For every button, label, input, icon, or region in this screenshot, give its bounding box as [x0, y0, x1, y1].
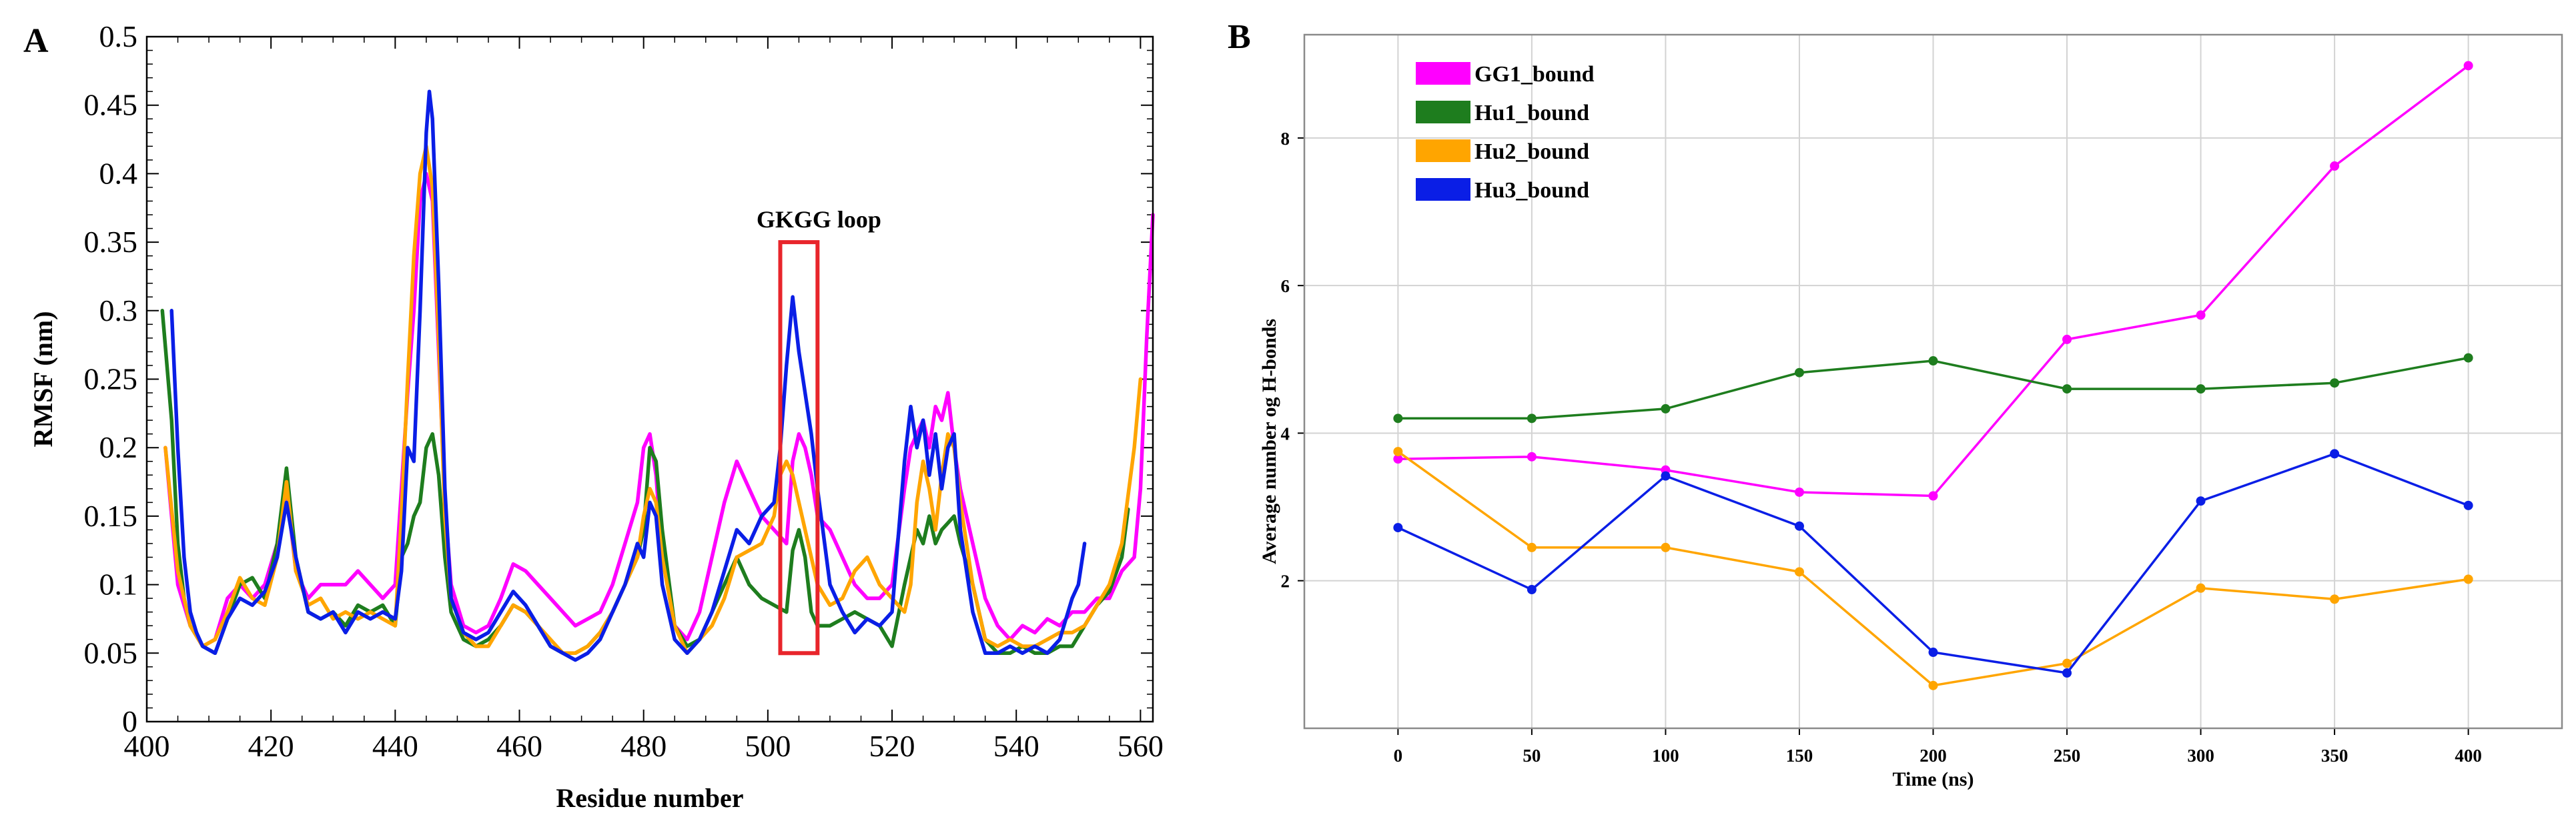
- series-line-hu3-bound: [169, 89, 1087, 662]
- y-tick-label: 0.1: [99, 568, 138, 602]
- data-point-hu1-bound: [1393, 413, 1403, 424]
- y-tick-label: 0.05: [84, 636, 138, 670]
- x-axis-title-a: Residue number: [556, 783, 743, 813]
- x-tick-label: 500: [745, 729, 791, 763]
- x-tick-label: 520: [869, 729, 915, 763]
- data-point-hu1-bound: [2330, 378, 2340, 388]
- data-point-hu1-bound: [2196, 384, 2206, 394]
- legend-swatch-hu2-bound: [1416, 139, 1470, 162]
- y-tick-label-b: 8: [1281, 129, 1290, 149]
- y-tick-label: 0.45: [84, 88, 138, 122]
- x-tick-label: 460: [496, 729, 542, 763]
- x-tick-label-b: 100: [1652, 746, 1679, 766]
- data-point-hu1-bound: [1527, 413, 1537, 424]
- legend-label-gg1-bound: GG1_bound: [1474, 62, 1595, 87]
- data-point-hu3-bound: [1527, 585, 1537, 594]
- y-tick-label: 0.5: [99, 19, 138, 53]
- data-point-hu1-bound: [1794, 367, 1804, 377]
- data-point-hu3-bound: [1661, 471, 1671, 481]
- legend-label-hu2-bound: Hu2_bound: [1474, 139, 1589, 164]
- y-axis-title-b: Average number og H-bonds: [1258, 319, 1280, 564]
- gkgg-loop-box: [778, 240, 820, 656]
- panel-letter-b: B: [1228, 18, 1251, 56]
- data-point-hu2-bound: [2330, 594, 2340, 604]
- y-tick-label: 0.3: [99, 293, 138, 327]
- data-point-hu2-bound: [1928, 680, 1938, 690]
- data-point-gg1-bound: [1527, 452, 1537, 462]
- data-point-hu2-bound: [1393, 447, 1403, 457]
- data-point-hu3-bound: [1928, 648, 1938, 658]
- x-tick-label: 540: [993, 729, 1039, 763]
- x-tick-label-b: 350: [2321, 746, 2348, 766]
- data-point-gg1-bound: [1794, 487, 1804, 497]
- x-tick-label: 440: [372, 729, 418, 763]
- y-tick-label-b: 6: [1281, 276, 1290, 296]
- y-tick-label: 0.25: [84, 362, 138, 396]
- data-point-gg1-bound: [2196, 310, 2206, 320]
- x-tick-label-b: 150: [1786, 746, 1813, 766]
- data-point-hu2-bound: [2196, 583, 2206, 593]
- legend-label-hu1-bound: Hu1_bound: [1474, 101, 1589, 125]
- x-tick-label-b: 200: [1919, 746, 1947, 766]
- plot-frame-a: [145, 35, 1154, 723]
- data-point-hu3-bound: [1393, 523, 1403, 533]
- legend-label-hu3-bound: Hu3_bound: [1474, 178, 1589, 203]
- x-tick-label-b: 250: [2054, 746, 2081, 766]
- data-point-hu3-bound: [2196, 496, 2206, 506]
- legend-swatch-gg1-bound: [1416, 62, 1470, 85]
- y-axis-title-a: RMSF (nm): [28, 311, 58, 447]
- panel-b: B 0 50 100 150 200 250 300 350 400 2 4 6 8 GG1_bound Hu…: [1228, 18, 2563, 790]
- data-point-hu1-bound: [2463, 353, 2473, 363]
- x-tick-label: 480: [620, 729, 667, 763]
- x-tick-label-b: 400: [2455, 746, 2482, 766]
- data-point-hu2-bound: [1661, 542, 1671, 552]
- data-point-gg1-bound: [1928, 491, 1938, 501]
- data-point-hu1-bound: [1661, 403, 1671, 413]
- data-point-hu3-bound: [2330, 449, 2340, 459]
- y-tick-label-b: 4: [1281, 424, 1290, 444]
- x-tick-label: 400: [124, 729, 170, 763]
- x-tick-label-b: 300: [2187, 746, 2214, 766]
- plot-frame-b: [1303, 33, 2563, 730]
- data-point-hu3-bound: [1794, 521, 1804, 531]
- panel-a: A 0 0.05 0.1 0.15 0.2 0.25 0.3 0.35 0.4 0.45 0.5 400…: [23, 19, 1164, 813]
- y-tick-label-b: 2: [1281, 572, 1290, 592]
- x-tick-label: 560: [1118, 729, 1164, 763]
- data-point-gg1-bound: [2330, 161, 2340, 171]
- data-point-hu3-bound: [2062, 668, 2072, 678]
- x-tick-label-b: 0: [1394, 746, 1403, 766]
- y-tick-label: 0.2: [99, 430, 138, 464]
- data-point-hu2-bound: [1527, 542, 1537, 552]
- data-point-gg1-bound: [2062, 334, 2072, 344]
- x-tick-label-b: 50: [1523, 746, 1541, 766]
- data-point-gg1-bound: [2463, 61, 2473, 71]
- legend-swatch-hu3-bound: [1416, 178, 1470, 201]
- x-tick-label: 420: [248, 729, 294, 763]
- y-tick-label: 0.35: [84, 225, 138, 259]
- y-tick-label: 0: [122, 704, 137, 738]
- gkgg-loop-label: GKGG loop: [757, 206, 881, 233]
- panel-letter-a: A: [23, 22, 49, 60]
- data-point-hu2-bound: [1794, 567, 1804, 577]
- legend-swatch-hu1-bound: [1416, 101, 1470, 123]
- data-point-hu3-bound: [2463, 500, 2473, 510]
- y-tick-label: 0.4: [99, 156, 138, 190]
- y-tick-label: 0.15: [84, 499, 138, 533]
- data-point-gg1-bound: [1393, 454, 1403, 464]
- data-point-hu2-bound: [2463, 574, 2473, 584]
- x-axis-title-b: Time (ns): [1893, 768, 1974, 790]
- data-point-hu1-bound: [2062, 384, 2072, 394]
- data-point-hu2-bound: [2062, 658, 2072, 668]
- data-point-hu1-bound: [1928, 356, 1938, 366]
